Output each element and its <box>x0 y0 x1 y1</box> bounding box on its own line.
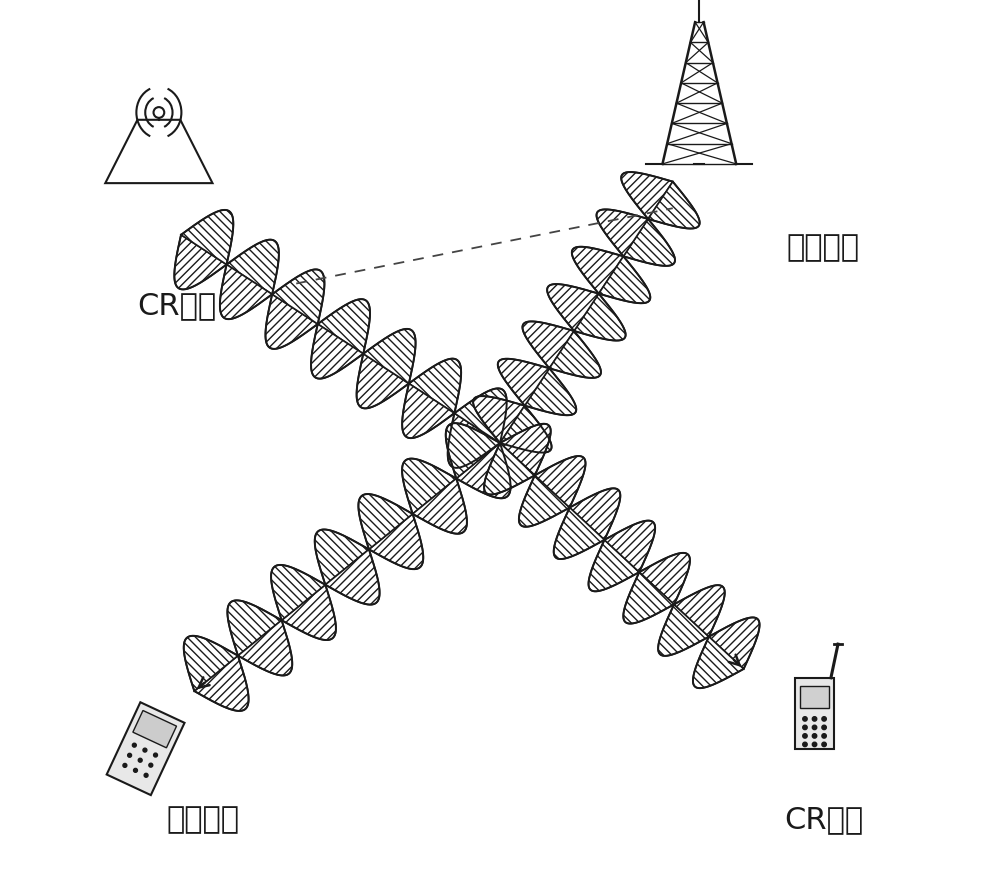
Polygon shape <box>184 636 239 691</box>
Text: 授权用户: 授权用户 <box>167 805 240 834</box>
Polygon shape <box>597 209 648 257</box>
Circle shape <box>138 758 142 762</box>
Circle shape <box>812 725 817 730</box>
Polygon shape <box>357 354 409 408</box>
Text: 授权基站: 授权基站 <box>787 234 860 262</box>
Polygon shape <box>448 413 500 468</box>
Circle shape <box>822 725 826 730</box>
Polygon shape <box>639 553 690 604</box>
Polygon shape <box>693 635 743 688</box>
Polygon shape <box>524 369 576 416</box>
Polygon shape <box>519 475 570 527</box>
Polygon shape <box>227 601 283 656</box>
Polygon shape <box>554 507 604 559</box>
Circle shape <box>812 742 817 747</box>
Circle shape <box>812 734 817 738</box>
Polygon shape <box>402 459 457 514</box>
Polygon shape <box>500 424 551 475</box>
Polygon shape <box>369 514 423 569</box>
Polygon shape <box>598 257 650 303</box>
Polygon shape <box>227 239 279 295</box>
Polygon shape <box>621 172 673 220</box>
Bar <box>800 687 829 708</box>
Bar <box>795 678 834 749</box>
Polygon shape <box>105 120 212 183</box>
Polygon shape <box>473 396 525 443</box>
Polygon shape <box>181 210 233 266</box>
Circle shape <box>132 743 136 747</box>
Polygon shape <box>282 584 336 640</box>
Polygon shape <box>623 571 674 624</box>
Polygon shape <box>107 703 185 795</box>
Polygon shape <box>622 219 675 266</box>
Polygon shape <box>402 384 455 439</box>
Circle shape <box>822 742 826 747</box>
Polygon shape <box>673 585 725 636</box>
Text: CR用户: CR用户 <box>784 805 863 834</box>
Polygon shape <box>265 294 318 349</box>
Circle shape <box>143 748 147 752</box>
Polygon shape <box>708 618 760 669</box>
Polygon shape <box>484 443 535 494</box>
Circle shape <box>803 717 807 721</box>
Polygon shape <box>358 494 413 549</box>
Polygon shape <box>409 359 461 414</box>
Circle shape <box>803 742 807 747</box>
Circle shape <box>144 773 148 777</box>
Circle shape <box>154 753 157 757</box>
Polygon shape <box>522 322 574 369</box>
Polygon shape <box>549 331 601 378</box>
Polygon shape <box>446 424 500 478</box>
Polygon shape <box>318 299 370 354</box>
Polygon shape <box>647 182 700 229</box>
Polygon shape <box>326 548 380 604</box>
Polygon shape <box>413 478 467 533</box>
Polygon shape <box>569 488 620 540</box>
Polygon shape <box>658 603 709 656</box>
Polygon shape <box>272 269 324 325</box>
Polygon shape <box>133 711 177 748</box>
Polygon shape <box>572 246 623 294</box>
Circle shape <box>154 107 164 118</box>
Polygon shape <box>174 235 228 290</box>
Polygon shape <box>589 540 639 591</box>
Polygon shape <box>195 655 249 711</box>
Polygon shape <box>573 294 626 340</box>
Polygon shape <box>604 521 655 572</box>
Circle shape <box>812 717 817 721</box>
Polygon shape <box>498 359 549 406</box>
Circle shape <box>134 768 137 773</box>
Circle shape <box>822 734 826 738</box>
Circle shape <box>123 764 127 767</box>
Circle shape <box>803 725 807 730</box>
Polygon shape <box>456 443 511 498</box>
Polygon shape <box>271 565 326 620</box>
Polygon shape <box>454 388 507 443</box>
Polygon shape <box>363 329 416 384</box>
Text: CR基站: CR基站 <box>137 291 216 320</box>
Circle shape <box>128 753 132 758</box>
Polygon shape <box>238 619 292 675</box>
Polygon shape <box>500 406 552 453</box>
Polygon shape <box>315 530 370 585</box>
Polygon shape <box>220 265 273 319</box>
Polygon shape <box>535 456 586 508</box>
Polygon shape <box>311 324 364 378</box>
Circle shape <box>822 717 826 721</box>
Polygon shape <box>547 284 599 331</box>
Circle shape <box>149 763 153 767</box>
Circle shape <box>803 734 807 738</box>
